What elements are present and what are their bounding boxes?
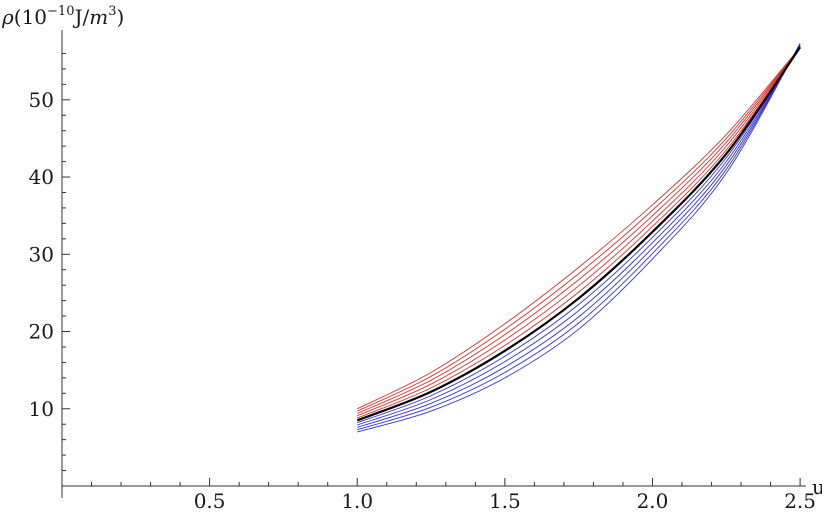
series-line-lower [357,44,801,428]
series-line-upper [357,46,801,410]
y-label-close: ) [116,5,124,29]
x-tick-label: 1.5 [489,489,521,513]
y-label-unit: J/ [72,5,89,29]
y-label-symbol: ρ [1,5,14,29]
plot-curves [356,43,802,433]
y-tick-label: 50 [29,88,54,112]
x-tick-label: 2.0 [637,489,669,513]
series-line-central [356,46,802,422]
series-line-upper [357,47,801,419]
x-tick-label: 0.5 [194,489,226,513]
y-label-exponent: −10 [47,4,74,19]
y-tick-label: 40 [29,165,54,189]
y-label-base: 10 [22,5,47,29]
y-label-unit-exp: 3 [108,4,116,19]
series-line-lower [357,43,801,431]
y-axis-label: ρ(10−10J/m3) [1,4,124,29]
series-line-lower [357,45,801,426]
series-line-upper [357,46,801,412]
y-tick-label: 20 [29,320,54,344]
series-line-lower [357,46,801,424]
x-tick-label: 1.0 [341,489,373,513]
series-line-lower [357,43,801,433]
y-tick-label: 30 [29,242,54,266]
x-axis-label: u [812,475,822,499]
y-label-open: ( [14,5,22,29]
x-tick-label: 2.5 [784,489,816,513]
tick-labels: 0.5 1.0 1.5 2.0 2.5 10 20 30 40 50 [29,88,816,513]
series-line-upper [357,47,801,417]
y-label-unit-var: m [89,5,108,29]
y-tick-label: 10 [29,397,54,421]
series-line-upper [357,46,801,414]
axes [61,30,806,498]
tick-marks [62,52,801,486]
